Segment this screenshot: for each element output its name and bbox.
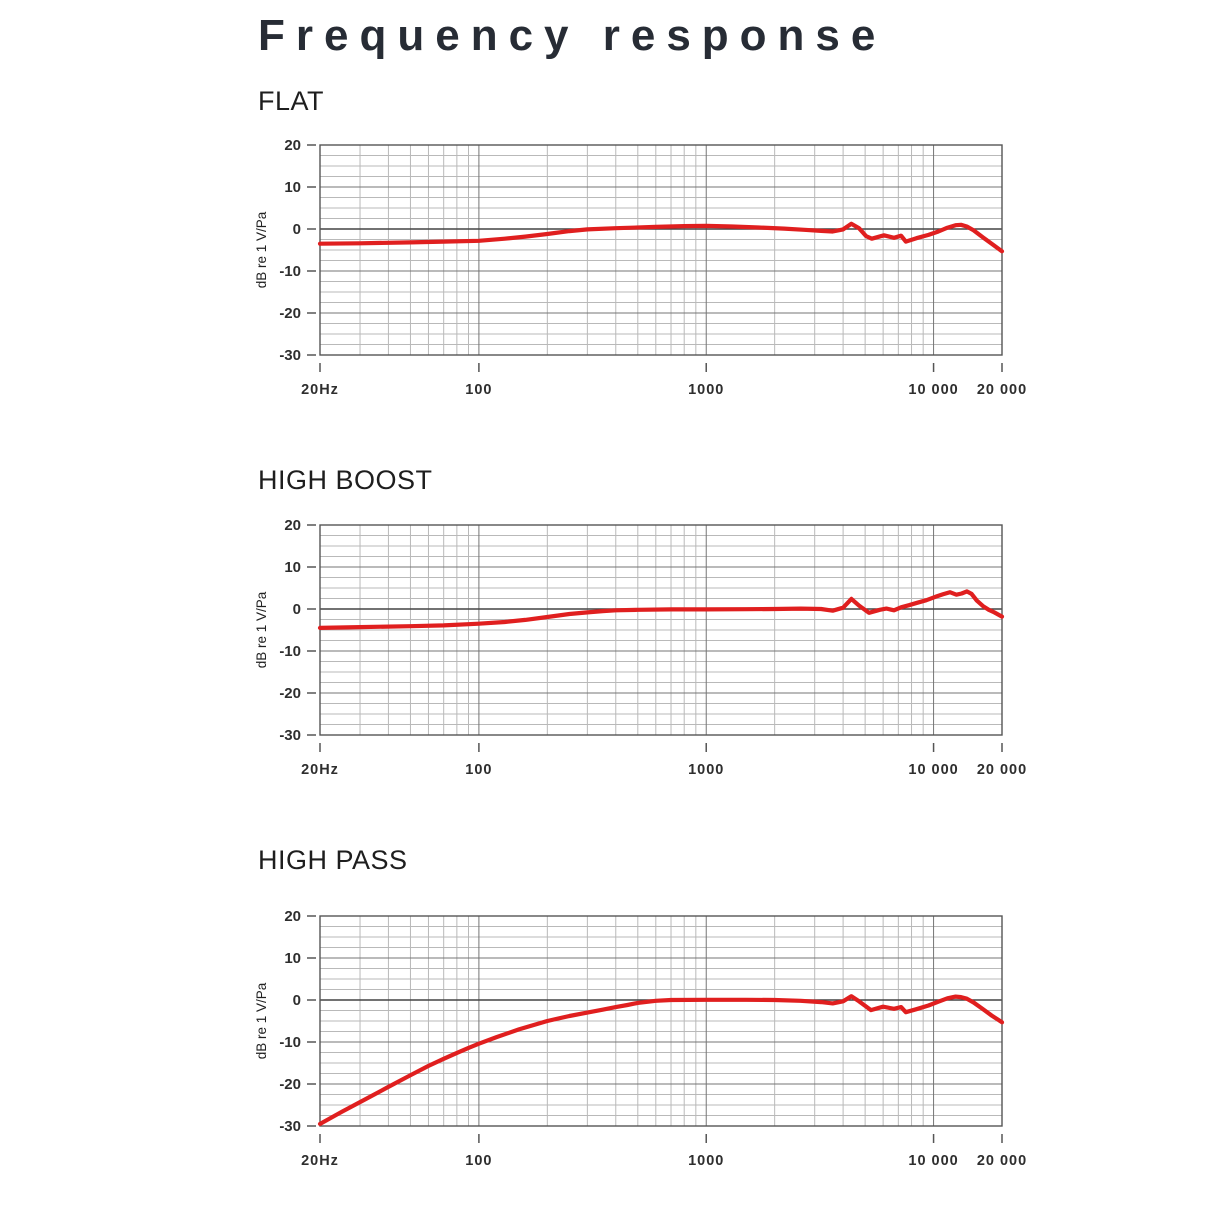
page-title: Frequency response <box>258 11 887 60</box>
y-tick-label: 20 <box>284 517 301 534</box>
chart-section-high-boost: HIGH BOOST 20 10 0 -10 -20 -30 20Hz 100 1000 10 0… <box>0 464 1218 785</box>
y-tick-label: 10 <box>284 950 301 967</box>
y-axis-title: dB re 1 V/Pa <box>254 211 269 288</box>
gridlines <box>320 915 1002 1126</box>
gridlines <box>320 145 1002 356</box>
chart-label-high-boost: HIGH BOOST <box>258 465 433 496</box>
chart-section-flat: FLAT 20 10 0 -10 -20 -30 20Hz 100 1000 10 000 20 0… <box>0 85 1218 406</box>
x-tick-label: 20 000 <box>977 1153 1027 1169</box>
y-axis-title: dB re 1 V/Pa <box>254 982 269 1059</box>
chart-section-high-pass: HIGH PASS 20 10 0 -10 -20 -30 20Hz 100 1000 10 00… <box>0 844 1218 1177</box>
y-tick-label: 0 <box>293 601 301 618</box>
y-tick-label: -30 <box>279 1118 301 1135</box>
response-curve <box>317 994 1005 1126</box>
x-tick-label: 100 <box>465 382 492 398</box>
y-tick-label: 0 <box>293 221 301 238</box>
x-tick-label: 100 <box>465 1153 492 1169</box>
y-tick-label: -20 <box>279 1076 301 1093</box>
y-tick-label: -30 <box>279 727 301 744</box>
x-tick-label: 20Hz <box>301 382 339 398</box>
y-tick-label: 20 <box>284 137 301 154</box>
y-tick-label: 10 <box>284 179 301 196</box>
x-tick-label: 1000 <box>688 1153 724 1169</box>
x-tick-label: 1000 <box>688 762 724 778</box>
y-tick-label: 10 <box>284 559 301 576</box>
chart-label-flat: FLAT <box>258 85 325 116</box>
y-tick-label: -10 <box>279 1034 301 1051</box>
y-tick-label: -10 <box>279 263 301 280</box>
x-tick-label: 20 000 <box>977 382 1027 398</box>
x-tick-label: 20Hz <box>301 1153 339 1169</box>
x-tick-label: 1000 <box>688 382 724 398</box>
chart-label-high-pass: HIGH PASS <box>258 844 408 875</box>
y-tick-label: 20 <box>284 908 301 925</box>
y-tick-label: -20 <box>279 305 301 322</box>
x-tick-label: 10 000 <box>908 1153 958 1169</box>
gridlines <box>320 524 1002 735</box>
y-tick-label: 0 <box>293 992 301 1009</box>
response-curve <box>317 221 1005 254</box>
x-tick-label: 10 000 <box>908 382 958 398</box>
x-tick-label: 10 000 <box>908 762 958 778</box>
y-axis-title: dB re 1 V/Pa <box>254 591 269 668</box>
y-tick-label: -20 <box>279 685 301 702</box>
y-tick-label: -30 <box>279 347 301 364</box>
response-curve <box>317 588 1005 630</box>
x-tick-label: 20Hz <box>301 762 339 778</box>
x-tick-label: 20 000 <box>977 762 1027 778</box>
x-tick-label: 100 <box>465 762 492 778</box>
y-tick-label: -10 <box>279 643 301 660</box>
